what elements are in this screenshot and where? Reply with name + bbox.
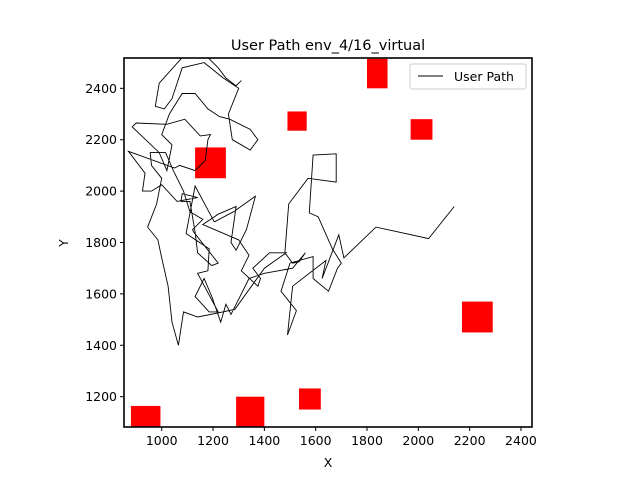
obstacle-1	[130, 405, 161, 427]
y-axis-label: Y	[56, 239, 71, 248]
x-tick-label-1000: 1000	[146, 433, 178, 448]
chart-title: User Path env_4/16_virtual	[231, 38, 425, 54]
obstacle-3	[299, 388, 321, 410]
y-tick-label-2000: 2000	[85, 184, 117, 199]
x-tick-label-1800: 1800	[351, 433, 383, 448]
x-tick-label-2400: 2400	[505, 433, 537, 448]
obstacle-5	[195, 147, 226, 179]
obstacle-8	[367, 58, 388, 89]
legend-box	[409, 63, 527, 90]
x-tick-label-1400: 1400	[248, 433, 280, 448]
x-tick-label-2000: 2000	[402, 433, 434, 448]
legend: User Path	[409, 63, 527, 90]
y-tick-label-2400: 2400	[85, 81, 117, 96]
series-line-1	[127, 58, 455, 346]
y-tick-label-2200: 2200	[85, 132, 117, 147]
obstacle-4	[461, 301, 493, 333]
obstacle-7	[410, 119, 433, 140]
x-tick-label-1600: 1600	[300, 433, 332, 448]
legend-label-user-path: User Path	[454, 69, 514, 84]
plot-content	[127, 58, 493, 427]
obstacle-6	[287, 111, 307, 131]
y-tick-label-1400: 1400	[85, 338, 117, 353]
y-tick-label-1600: 1600	[85, 286, 117, 301]
x-tick-label-1200: 1200	[197, 433, 229, 448]
plot-area: 1000 1200 1400 1600 1800 2000 2200 2400 1200 1400…	[85, 57, 537, 448]
x-tick-label-2200: 2200	[454, 433, 486, 448]
x-axis-label: X	[324, 455, 333, 470]
y-tick-label-1800: 1800	[85, 235, 117, 250]
plot-background	[124, 58, 532, 427]
y-tick-label-1200: 1200	[85, 389, 117, 404]
obstacle-2	[236, 396, 265, 427]
